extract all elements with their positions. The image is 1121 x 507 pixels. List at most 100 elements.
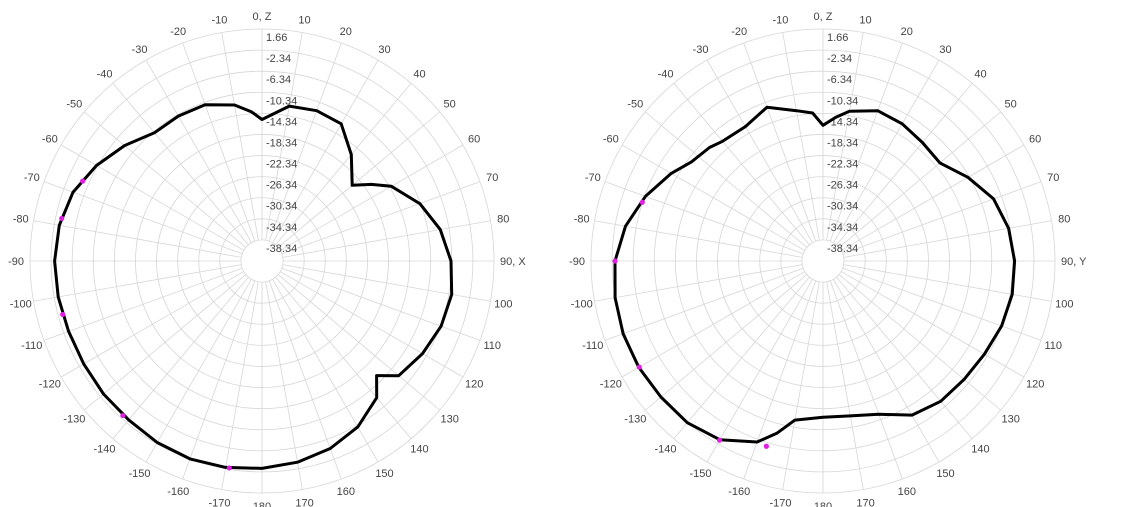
angle-tick-label: 110 [1044,340,1062,352]
angle-tick-label: 140 [410,444,428,456]
angle-tick-label: 130 [1002,413,1020,425]
radial-tick-label: -34.34 [827,222,858,234]
polar-grid [29,28,495,494]
grid-spoke [743,42,817,242]
radial-tick-label: -6.34 [266,74,291,86]
grid-spoke [281,181,481,255]
angle-tick-label: 50 [444,99,456,111]
angle-tick-label: -10 [773,15,789,27]
radial-tick-label: 1.66 [266,32,287,44]
angle-tick-label: 40 [413,68,425,80]
angle-tick-label: -70 [585,172,601,184]
angle-tick-label: -60 [603,134,619,146]
pattern-series-line [613,105,1017,444]
grid-spoke [836,83,973,246]
angle-tick-label: 80 [497,213,509,225]
grid-spoke [112,83,249,246]
grid-spoke [221,32,259,241]
radial-tick-label: -14.34 [266,116,297,128]
angle-tick-label: -150 [128,468,150,480]
grid-spoke [60,271,244,378]
grid-spoke [826,281,864,490]
grid-spoke [842,181,1042,255]
grid-spoke [836,276,973,439]
radial-tick-label: -26.34 [827,180,858,192]
radial-tick-label: -22.34 [266,159,297,171]
grid-spoke [84,111,247,248]
grid-spoke [265,281,303,490]
angle-tick-label: -110 [21,340,42,352]
angle-tick-label: -70 [24,172,40,184]
grid-spoke [268,42,342,242]
grid-spoke [182,280,256,480]
angle-tick-label: 150 [375,468,393,480]
radial-tick-label: -38.34 [827,243,858,255]
grid-spoke [182,42,256,242]
pattern-marker [636,364,642,370]
radial-tick-labels: 1.66 -2.34 -6.34 -10.34 -14.34 -18.34 -22.34 -2… [266,32,297,255]
grid-spoke [829,280,903,480]
angle-tick-label: -40 [97,68,113,80]
angle-tick-label: 70 [486,172,498,184]
angle-tick-label: 150 [936,468,954,480]
angle-tick-label: 130 [441,413,459,425]
angle-tick-label: -90 [8,256,24,268]
angle-tick-label: 0, Z [253,11,272,23]
angle-tick-label: 20 [340,26,352,38]
radial-tick-label: 1.66 [827,32,848,44]
angle-tick-label: -80 [574,213,590,225]
angle-tick-label: 10 [859,15,871,27]
pattern-series-line [53,103,454,470]
angle-tick-label: 100 [1055,299,1073,311]
pattern-marker [59,215,65,222]
grid-spoke [277,274,440,411]
pattern-marker [60,311,66,318]
polar-chart-right: 0, Z 10 20 30 40 50 60 70 80 90, Y 100 110 120 130 140… [569,11,1087,507]
angle-tick-label: -170 [208,497,230,507]
angle-tick-label: -170 [769,497,791,507]
angle-tick-label: 80 [1058,213,1070,225]
grid-spoke [275,83,412,246]
angle-tick-label: -140 [94,444,116,456]
grid-spoke [280,144,464,251]
angle-tick-label: -120 [600,379,622,391]
angle-tick-label: 170 [856,497,874,507]
angle-tick-label: -30 [693,44,709,56]
angle-tick-label: -50 [66,99,82,111]
angle-tick-label: -160 [728,486,750,498]
radial-tick-label: -10.34 [266,95,297,107]
angle-tick-label: -140 [655,444,677,456]
angle-tick-label: 180 [253,501,271,507]
angle-tick-label: -160 [167,486,189,498]
grid-spoke [826,32,864,241]
grid-spoke [277,111,440,248]
angle-tick-label: -60 [42,134,58,146]
angle-tick-label: -20 [731,26,747,38]
grid-spoke [645,274,808,411]
grid-spoke [268,280,342,480]
angle-tick-label: 120 [465,379,483,391]
grid-spoke [673,276,810,439]
grid-spoke [282,220,491,258]
grid-spoke [645,111,808,248]
grid-spoke [33,264,242,302]
angle-tick-label: 20 [901,26,913,38]
grid-spoke [841,271,1025,378]
grid-spoke [282,264,491,302]
pattern-marker [120,412,126,419]
radial-tick-label: -18.34 [266,137,297,149]
angle-tick-labels: 0, Z 10 20 30 40 50 60 70 80 90, Y 100 110 120 130 140… [569,11,1087,507]
pattern-markers [59,178,232,471]
angle-tick-label: 140 [971,444,989,456]
grid-spoke [275,276,412,439]
pattern-marker [716,437,723,443]
radial-tick-label: -22.34 [827,159,858,171]
grid-spoke [112,276,249,439]
angle-tick-label: 60 [1029,134,1041,146]
angle-tick-label: 110 [483,340,501,352]
pattern-marker [763,443,769,449]
angle-tick-label: 100 [494,299,512,311]
grid-spoke [221,281,259,490]
angle-tick-label: -80 [13,213,29,225]
grid-spoke [604,181,804,255]
